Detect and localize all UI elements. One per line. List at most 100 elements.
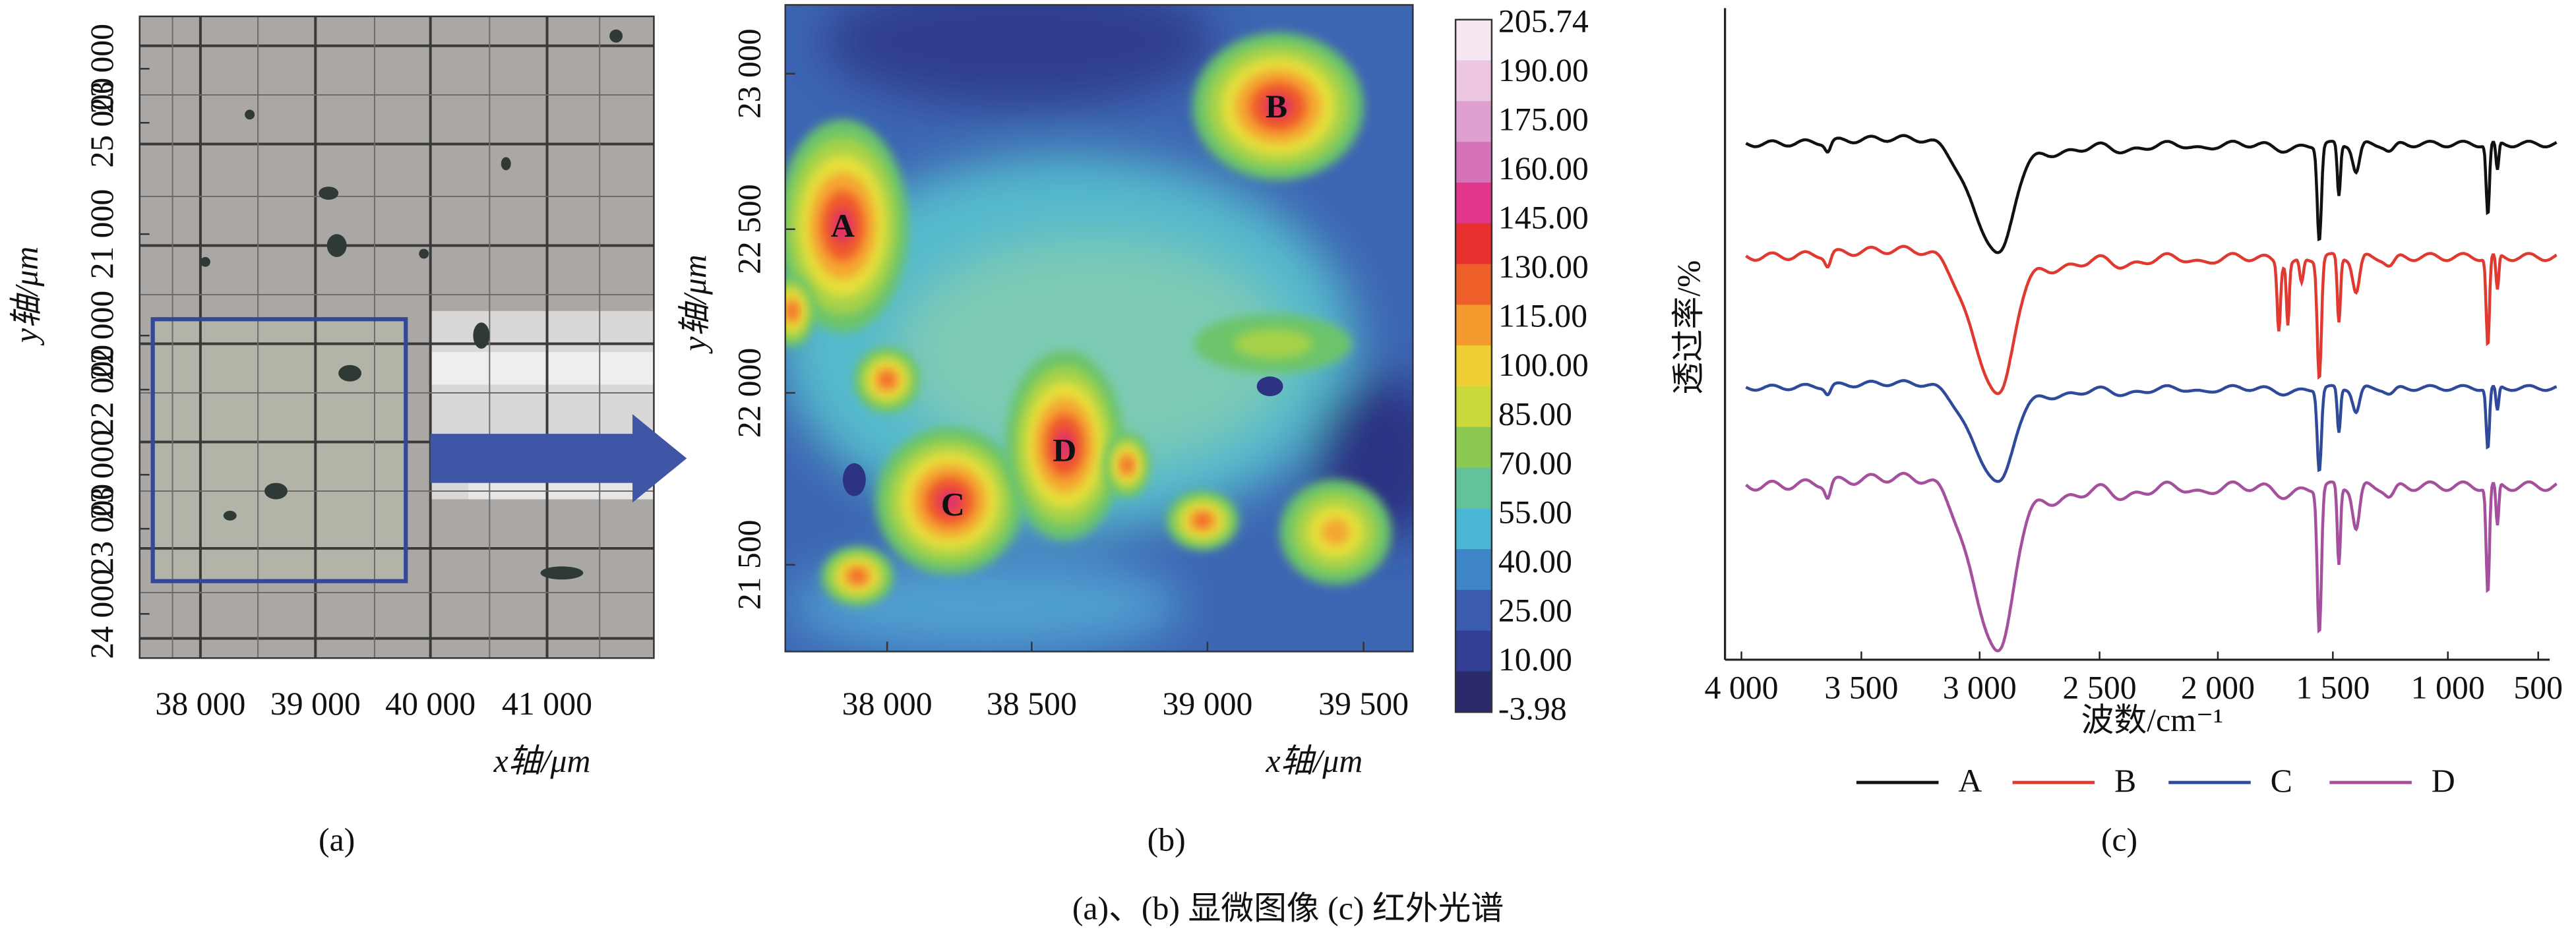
y-axis-label: 透过率/% [1671,260,1707,395]
colorbar-label: 10.00 [1498,641,1572,678]
colorbar-frame [1454,18,1493,713]
contour [880,373,894,387]
x-axis-label: x轴/μm [493,743,591,779]
y-tick-label: 21 000 [84,189,120,279]
colorbar-label: 70.00 [1498,445,1572,481]
y-tick-label: 22 500 [731,184,767,274]
x-tick-label: 2 000 [2181,669,2255,705]
y-tick-label: 23 000 [731,28,767,119]
spectrum [1745,134,2558,254]
y-tick-label: 21 500 [731,519,767,610]
contour [1264,94,1293,119]
x-tick-label: 39 000 [270,686,361,722]
arrow [430,414,687,503]
x-tick-label: 4 000 [1704,669,1778,705]
colorbar-band [1456,589,1492,631]
y-tick-label: 22 000 [731,348,767,438]
heatmap [785,5,1413,652]
x-axis-label: 波数/cm⁻¹ [2081,702,2224,738]
spot-label: D [1053,432,1076,468]
x-tick-label: 3 500 [1824,669,1898,705]
colorbar-band [1456,671,1492,713]
colorbar-band [1456,345,1492,388]
x-tick-label: 39 500 [1318,686,1409,722]
panel-tag: (b) [1148,821,1186,858]
spot-label: C [941,486,965,522]
colorbar-label: 190.00 [1498,52,1589,88]
y-tick-label: 22 000 [84,345,120,435]
colorbar-label: 115.00 [1498,298,1587,334]
contour [842,463,866,496]
contour [787,303,797,318]
spot-label: B [1266,88,1287,125]
selection-box [150,317,408,583]
colorbar-label: 205.74 [1498,3,1589,40]
panel-tag: (c) [2101,821,2137,858]
contour [937,488,962,513]
y-tick-label: 22 000 [84,291,120,381]
legend-label: C [2271,763,2292,799]
colorbar-band [1456,223,1492,265]
colorbar-band [1456,630,1492,672]
colorbar-band [1456,182,1492,225]
colorbar-band [1456,264,1492,306]
colorbar-band [1456,549,1492,591]
y-axis-label: y轴/μm [677,254,713,354]
colorbar-band [1456,386,1492,428]
colorbar-label: 85.00 [1498,396,1572,432]
legend-label: D [2432,763,2455,799]
colorbar-band [1456,101,1492,143]
spectrum [1745,245,2558,396]
colorbar-label: 130.00 [1498,249,1589,285]
x-tick-label: 39 000 [1162,686,1252,722]
y-tick-label: 23 000 [84,430,120,520]
colorbar-label: 40.00 [1498,543,1572,579]
contour [832,208,854,244]
colorbar-band [1456,426,1492,469]
colorbar-label: 100.00 [1498,347,1589,383]
x-tick-label: 2 500 [2063,669,2137,705]
x-tick-label: 38 500 [987,686,1077,722]
colorbar-label: 25.00 [1498,593,1572,629]
colorbar-label: -3.98 [1498,691,1567,727]
colorbar: 205.74 190.00 175.00 160.00 145.00 130.00 115.… [1454,3,1589,727]
legend-label: A [1958,763,1982,799]
x-axis-label: x轴/μm [1265,743,1363,779]
x-tick-label: 500 [2513,669,2563,705]
legend-label: B [2114,763,2136,799]
contour [1122,458,1132,472]
contour [1322,519,1350,545]
contour [1055,429,1075,461]
panel-tag: (a) [319,821,355,858]
colorbar-band [1456,305,1492,347]
colorbar-label: 175.00 [1498,102,1589,138]
colorbar-label: 55.00 [1498,494,1572,531]
x-tick-label: 3 000 [1943,669,2017,705]
caption: (a)、(b) 显微图像 (c) 红外光谱 [1072,891,1504,927]
spectrum [1745,379,2558,483]
x-tick-label: 41 000 [502,686,592,722]
contour [1195,514,1210,527]
y-axis-label: y轴/μm [8,247,44,346]
contour [1256,376,1283,396]
x-tick-label: 38 000 [842,686,933,722]
contour [850,570,865,583]
y-tick-label: 24 000 [84,569,120,659]
micrograph [139,16,654,659]
colorbar-label: 145.00 [1498,200,1589,236]
colorbar-band [1456,19,1492,61]
colorbar-band [1456,467,1492,510]
y-tick-label: 25 000 [84,78,120,168]
x-tick-label: 38 000 [155,686,245,722]
colorbar-label: 160.00 [1498,150,1589,187]
y-tick-label: 23 000 [84,484,120,574]
contour [1233,329,1313,359]
x-tick-label: 1 500 [2296,669,2370,705]
spectrum [1745,471,2558,653]
y-tick-label: 23 000 [84,24,120,114]
frame [138,15,655,659]
colorbar-band [1456,142,1492,184]
spot-label: A [831,208,855,244]
colorbar-band [1456,508,1492,550]
